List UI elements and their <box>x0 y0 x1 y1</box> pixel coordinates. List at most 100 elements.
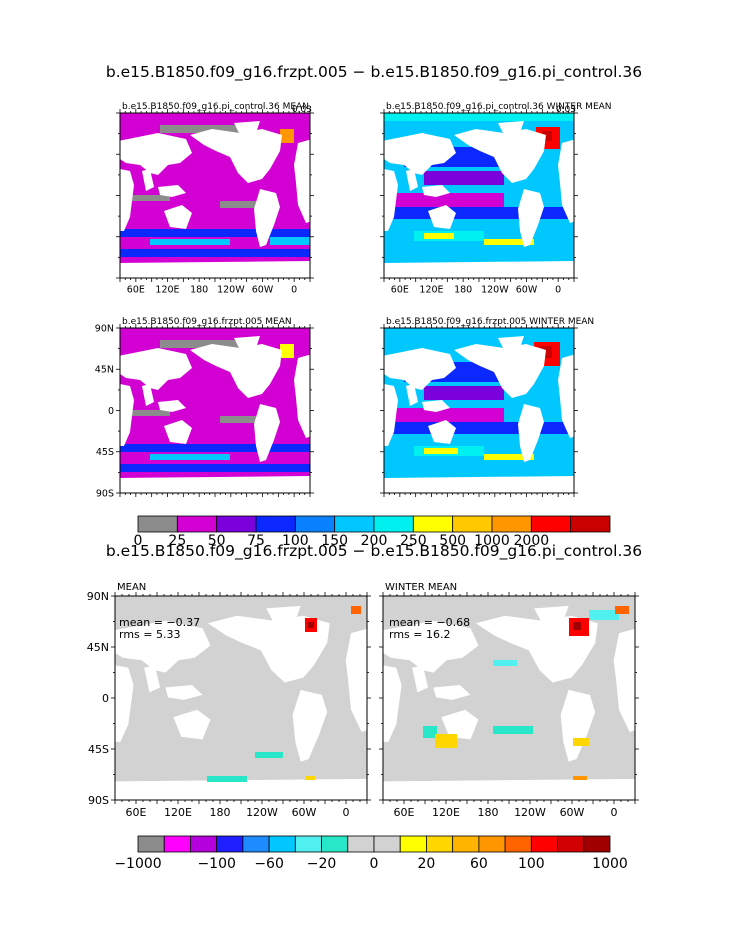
colorbar-bottom-swatch <box>373 835 401 853</box>
panel2-lon-label: 0 <box>555 285 561 296</box>
colorbar-top-label: 50 <box>208 533 226 549</box>
panel6-lon-label: 0 <box>611 806 618 819</box>
colorbar-bottom-label: −1000 <box>114 856 161 872</box>
colorbar-bottom-swatch <box>426 835 454 853</box>
panel3-lat-label: 0 <box>108 406 114 417</box>
colorbar-bottom-swatch <box>557 835 585 853</box>
panel5-lon-label: 60W <box>292 806 317 819</box>
colorbar-top-label: 2000 <box>514 533 550 549</box>
stat-mean: mean = −0.68 <box>389 616 470 629</box>
colorbar-top-label: 200 <box>361 533 388 549</box>
colorbar-bottom-label: 0 <box>370 856 379 872</box>
panel2-lon-label: 60E <box>391 285 409 296</box>
panel-title: b.e15.B1850.f09_g16.pi_control.36 WINTER… <box>386 102 612 112</box>
colorbar-top-swatch <box>570 515 611 533</box>
panel6-lon-label: 120E <box>432 806 460 819</box>
panel-title: WINTER MEAN <box>385 582 457 593</box>
colorbar-bottom-swatch <box>190 835 218 853</box>
panel3-lat-label: 45N <box>95 365 114 376</box>
colorbar-bottom-label: −20 <box>307 856 337 872</box>
panel5-lon-label: 60E <box>126 806 147 819</box>
colorbar-bottom-swatch <box>216 835 244 853</box>
colorbar-top-swatch <box>216 515 257 533</box>
colorbar-top-label: 500 <box>439 533 466 549</box>
panel1-lon-label: 60W <box>252 285 274 296</box>
colorbar-top-swatch <box>412 515 454 533</box>
stat-rms: rms = 5.33 <box>119 628 180 641</box>
top-figure-title: b.e15.B1850.f09_g16.frzpt.005 − b.e15.B1… <box>106 63 642 82</box>
colorbar-top-swatch <box>294 515 336 533</box>
panel5-lon-label: 180 <box>210 806 231 819</box>
colorbar-bottom-swatch <box>452 835 480 853</box>
colorbar-bottom-swatch <box>242 835 270 853</box>
colorbar-bottom-swatch <box>478 835 506 853</box>
stat-rms: rms = 16.2 <box>389 628 450 641</box>
colorbar-bottom-swatch <box>347 835 375 853</box>
panel2-lon-label: 60W <box>516 285 538 296</box>
panel1-lon-label: 0 <box>291 285 297 296</box>
panel5-lon-label: 0 <box>343 806 350 819</box>
colorbar-bottom-label: 60 <box>470 856 488 872</box>
colorbar-top-label: 100 <box>282 533 309 549</box>
colorbar-bottom-swatch <box>137 835 165 853</box>
colorbar-bottom-label: 1000 <box>592 856 628 872</box>
panel1-lon-label: 60E <box>127 285 145 296</box>
panel1-lon-label: 120W <box>217 285 245 296</box>
panel5-lon-label: 120W <box>246 806 278 819</box>
panel-title: b.e15.B1850.f09_g16.frzpt.005 WINTER MEA… <box>386 317 594 327</box>
panel6-lon-label: 120W <box>514 806 546 819</box>
colorbar-top-swatch <box>530 515 572 533</box>
colorbar-bottom-swatch <box>530 835 558 853</box>
panel2-lon-label: 120W <box>481 285 509 296</box>
colorbar-top-swatch <box>137 515 178 533</box>
panel5-lat-label: 90S <box>88 794 109 807</box>
colorbar-top-swatch <box>491 515 532 533</box>
stat-mean: mean = −0.37 <box>119 616 200 629</box>
panel5-lat-label: 45N <box>87 641 109 654</box>
colorbar-top-swatch <box>334 515 375 533</box>
panel-frzpt-winter-mean: b.e15.B1850.f09_g16.frzpt.005 WINTER MEA… <box>383 317 594 494</box>
panel-title: b.e15.B1850.f09_g16.pi_control.36 MEAN <box>122 102 309 112</box>
panel-frzpt-mean: b.e15.B1850.f09_g16.frzpt.005 MEAN <box>119 317 311 494</box>
colorbar-top-swatch <box>452 515 493 533</box>
panel-title: b.e15.B1850.f09_g16.frzpt.005 MEAN <box>122 317 292 327</box>
colorbar-top-label: 75 <box>247 533 265 549</box>
colorbar-top-label: 0 <box>134 533 143 549</box>
colorbar-bottom-label: 20 <box>418 856 436 872</box>
colorbar-bottom-swatch <box>583 835 611 853</box>
colorbar-top-label: 25 <box>168 533 186 549</box>
colorbar-top-label: 150 <box>321 533 348 549</box>
axes-layer: 60E 120E 180 120W 60W 0 60E 120E 180 120W 60W 0 90N 4… <box>87 109 639 819</box>
panel6-lon-label: 180 <box>478 806 499 819</box>
panel3-lat-label: 90S <box>96 488 114 499</box>
panel6-lon-label: 60E <box>394 806 415 819</box>
colorbar-bottom-swatch <box>321 835 349 853</box>
colorbar-bottom-swatch <box>504 835 532 853</box>
panel-diff-winter-mean: WINTER MEAN mean = −0.68 rms = 16.2 <box>382 582 636 801</box>
panel3-lat-label: 45S <box>96 447 114 458</box>
colorbar-top: 0 25 50 75 100 150 200 250 500 1000 2000 <box>134 515 611 549</box>
colorbar-top-swatch <box>176 515 218 533</box>
panel5-lat-label: 0 <box>102 692 109 705</box>
panel1-lon-label: 180 <box>190 285 208 296</box>
colorbar-top-swatch <box>255 515 296 533</box>
panel2-lon-label: 120E <box>419 285 443 296</box>
colorbar-bottom-label: −100 <box>197 856 235 872</box>
colorbar-bottom-label: 100 <box>518 856 545 872</box>
panel5-lat-label: 90N <box>87 590 109 603</box>
colorbar-top-swatch <box>373 515 414 533</box>
colorbar-bottom-swatch <box>399 835 427 853</box>
colorbar-bottom: −1000 −100 −60 −20 0 20 60 100 1000 <box>114 835 628 872</box>
colorbar-bottom-label: −60 <box>254 856 284 872</box>
panel5-lon-label: 120E <box>164 806 192 819</box>
panel6-lon-label: 60W <box>560 806 585 819</box>
panel-corner-value: 0.03 <box>292 105 312 115</box>
colorbar-bottom-swatch <box>294 835 322 853</box>
colorbar-top-label: 250 <box>400 533 427 549</box>
panel-diff-mean: MEAN mean = −0.37 rms = 5.33 <box>114 582 368 801</box>
colorbar-bottom-swatch <box>163 835 191 853</box>
panel-title: MEAN <box>117 582 146 593</box>
panel-control-mean: b.e15.B1850.f09_g16.pi_control.36 MEAN 0… <box>119 102 312 279</box>
panel1-lon-label: 120E <box>155 285 179 296</box>
panel-control-winter-mean: b.e15.B1850.f09_g16.pi_control.36 WINTER… <box>383 102 612 279</box>
